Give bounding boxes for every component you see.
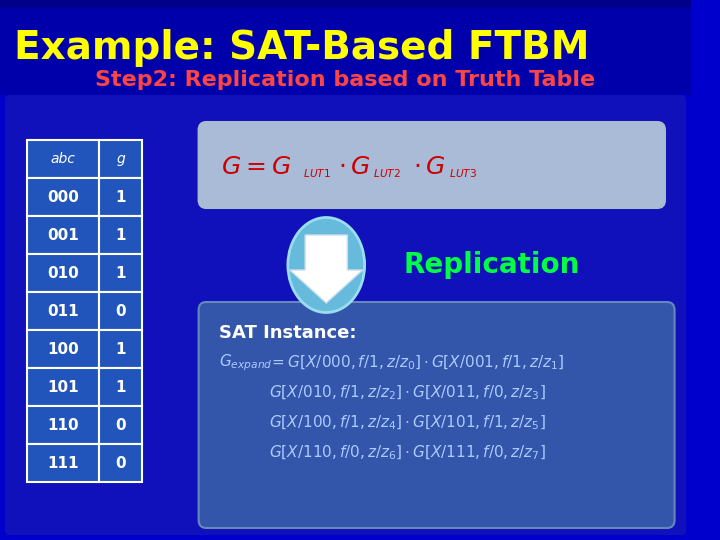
- Text: Example: SAT-Based FTBM: Example: SAT-Based FTBM: [14, 29, 590, 67]
- Polygon shape: [289, 235, 363, 303]
- Text: $G[X/100, f/1, z/z_4] \cdot G[X/101, f/1, z/z_5]$: $G[X/100, f/1, z/z_4] \cdot G[X/101, f/1…: [269, 414, 546, 432]
- Text: $G = G$: $G = G$: [221, 155, 291, 179]
- Text: 100: 100: [47, 341, 78, 356]
- FancyBboxPatch shape: [27, 406, 99, 444]
- FancyBboxPatch shape: [99, 368, 142, 406]
- Text: Step2: Replication based on Truth Table: Step2: Replication based on Truth Table: [95, 70, 595, 90]
- FancyBboxPatch shape: [27, 254, 99, 292]
- Text: 011: 011: [47, 303, 78, 319]
- FancyBboxPatch shape: [99, 140, 142, 178]
- Text: Replication: Replication: [403, 251, 580, 279]
- Text: 101: 101: [47, 380, 78, 395]
- Text: g: g: [116, 152, 125, 166]
- Text: 110: 110: [47, 417, 78, 433]
- FancyBboxPatch shape: [27, 330, 99, 368]
- Text: SAT Instance:: SAT Instance:: [219, 324, 356, 342]
- Text: $\cdot \, G$: $\cdot \, G$: [338, 155, 370, 179]
- Text: $= G[X/000, f/1, z/z_0] \cdot G[X/001, f/1, z/z_1]$: $= G[X/000, f/1, z/z_0] \cdot G[X/001, f…: [269, 354, 564, 372]
- FancyBboxPatch shape: [99, 216, 142, 254]
- FancyBboxPatch shape: [99, 444, 142, 482]
- Text: $G[X/010, f/1, z/z_2] \cdot G[X/011, f/0, z/z_3]$: $G[X/010, f/1, z/z_2] \cdot G[X/011, f/0…: [269, 384, 546, 402]
- Text: $_{LUT1}$: $_{LUT1}$: [303, 165, 331, 180]
- Text: abc: abc: [50, 152, 76, 166]
- Text: $G_{expand}$: $G_{expand}$: [219, 353, 272, 373]
- FancyBboxPatch shape: [27, 368, 99, 406]
- FancyBboxPatch shape: [5, 95, 686, 535]
- Text: $G[X/110, f/0, z/z_6] \cdot G[X/111, f/0, z/z_7]$: $G[X/110, f/0, z/z_6] \cdot G[X/111, f/0…: [269, 444, 546, 462]
- Text: $_{LUT2}$: $_{LUT2}$: [373, 165, 401, 180]
- FancyBboxPatch shape: [0, 0, 691, 8]
- FancyBboxPatch shape: [27, 444, 99, 482]
- FancyBboxPatch shape: [27, 292, 99, 330]
- Text: $_{LUT3}$: $_{LUT3}$: [449, 165, 477, 180]
- Text: 1: 1: [115, 190, 126, 205]
- Text: 1: 1: [115, 380, 126, 395]
- FancyBboxPatch shape: [199, 302, 675, 528]
- Text: 1: 1: [115, 266, 126, 280]
- FancyBboxPatch shape: [27, 140, 99, 178]
- Text: 001: 001: [47, 227, 78, 242]
- FancyBboxPatch shape: [27, 178, 99, 216]
- Text: 1: 1: [115, 227, 126, 242]
- Text: 111: 111: [47, 456, 78, 470]
- FancyBboxPatch shape: [27, 216, 99, 254]
- FancyBboxPatch shape: [99, 254, 142, 292]
- Text: 000: 000: [47, 190, 78, 205]
- FancyBboxPatch shape: [99, 178, 142, 216]
- FancyBboxPatch shape: [199, 122, 665, 208]
- Text: 0: 0: [115, 417, 126, 433]
- FancyBboxPatch shape: [99, 330, 142, 368]
- Text: 010: 010: [47, 266, 78, 280]
- Text: 0: 0: [115, 456, 126, 470]
- Text: 1: 1: [115, 341, 126, 356]
- FancyBboxPatch shape: [0, 0, 691, 95]
- Ellipse shape: [288, 218, 364, 313]
- Text: $\cdot \, G$: $\cdot \, G$: [413, 155, 445, 179]
- FancyBboxPatch shape: [99, 292, 142, 330]
- Text: 0: 0: [115, 303, 126, 319]
- FancyBboxPatch shape: [99, 406, 142, 444]
